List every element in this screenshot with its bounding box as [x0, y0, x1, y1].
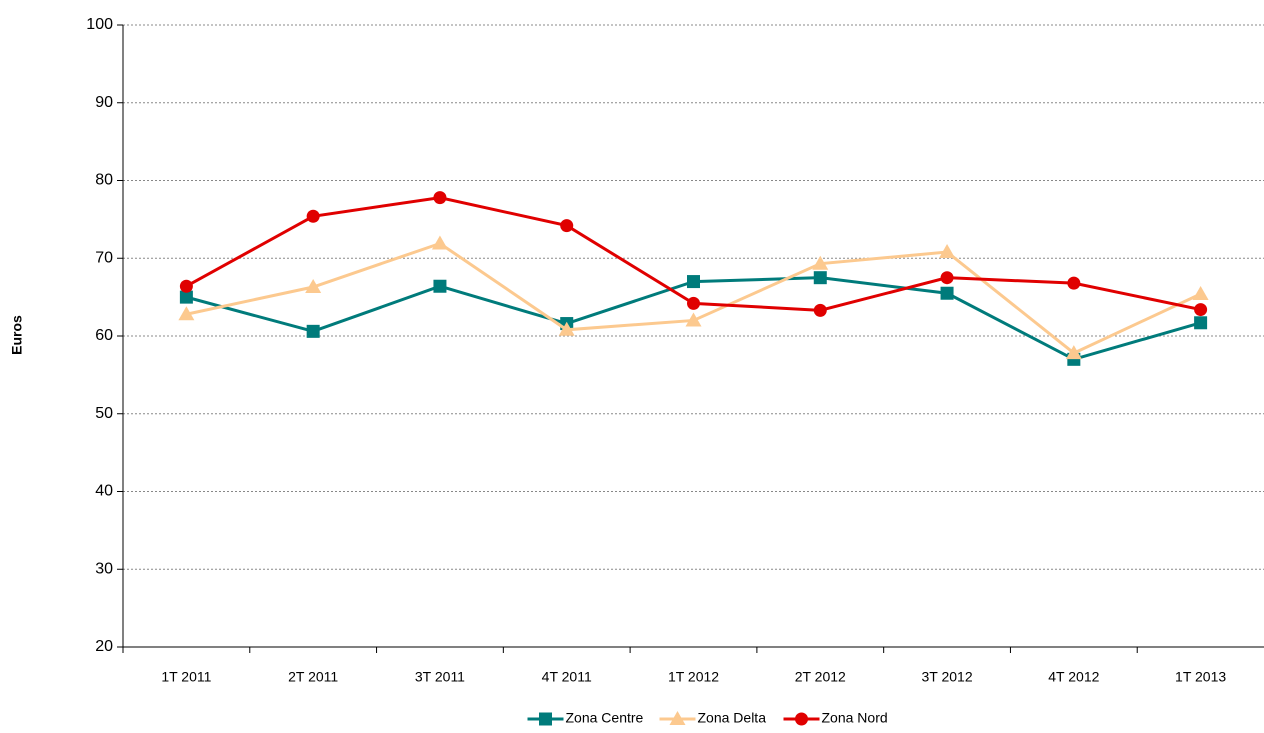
data-point — [939, 244, 956, 259]
data-point — [433, 279, 447, 293]
data-point — [685, 312, 702, 327]
data-point — [179, 279, 193, 293]
legend-label: Zona Centre — [566, 710, 644, 726]
y-tick-label: 60 — [95, 327, 113, 344]
data-point — [813, 271, 827, 285]
data-point — [1065, 345, 1082, 360]
y-tick-label: 90 — [95, 94, 113, 111]
data-point — [1194, 316, 1208, 330]
data-point — [687, 296, 700, 310]
y-tick-label: 70 — [95, 249, 113, 266]
x-tick-label: 3T 2012 — [921, 669, 972, 685]
series-line — [185, 196, 1201, 312]
data-point — [560, 219, 574, 233]
x-tick-label: 2T 2012 — [795, 669, 846, 685]
legend-marker — [795, 712, 808, 726]
x-tick-label: 4T 2012 — [1048, 669, 1099, 685]
data-point — [1194, 303, 1208, 317]
data-point — [178, 306, 195, 321]
y-tick-label: 30 — [95, 560, 113, 577]
data-point — [812, 255, 829, 270]
data-point — [306, 209, 320, 223]
data-point — [1192, 286, 1209, 301]
data-point — [305, 279, 322, 294]
data-point — [1067, 276, 1081, 290]
x-tick-label: 4T 2011 — [542, 669, 592, 685]
legend-label: Zona Nord — [822, 710, 888, 726]
y-tick-label: 50 — [95, 405, 113, 422]
legend-marker — [669, 711, 686, 725]
data-point — [431, 235, 448, 250]
x-tick-label: 2T 2011 — [288, 669, 338, 685]
data-point — [179, 290, 193, 304]
x-tick-label: 1T 2011 — [161, 669, 211, 685]
y-axis-label: Euros — [9, 315, 25, 355]
data-point — [306, 324, 320, 338]
data-point — [558, 321, 575, 336]
y-tick-label: 40 — [95, 483, 113, 500]
data-point — [813, 303, 827, 317]
legend-marker — [539, 712, 552, 726]
x-tick-label: 3T 2011 — [415, 669, 465, 685]
x-tick-label: 1T 2013 — [1175, 669, 1226, 685]
data-point — [940, 286, 954, 300]
data-point — [940, 271, 954, 285]
x-tick-label: 1T 2012 — [668, 669, 719, 685]
y-tick-label: 80 — [95, 172, 113, 189]
legend-label: Zona Delta — [698, 710, 767, 726]
data-point — [433, 191, 447, 205]
y-tick-label: 100 — [86, 16, 113, 33]
y-tick-label: 20 — [95, 638, 113, 655]
data-point — [687, 275, 700, 289]
